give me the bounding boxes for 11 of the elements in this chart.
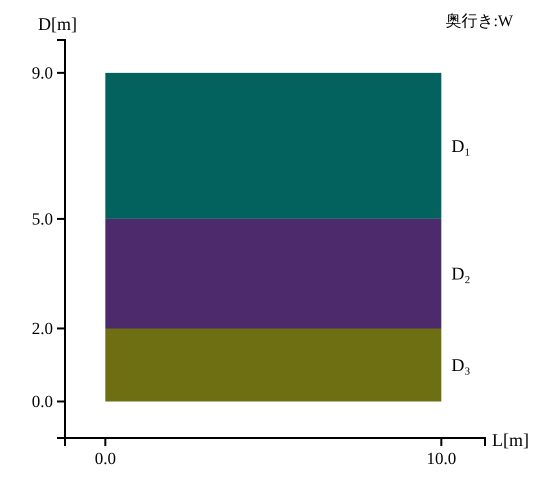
y-axis-title: D[m] <box>38 14 77 34</box>
chart-title: 奥行き:W <box>445 13 514 30</box>
y-tick-label: 5.0 <box>32 209 53 228</box>
y-tick-label: 2.0 <box>32 318 53 338</box>
x-axis-title: L[m] <box>492 430 529 450</box>
series-label: D₃ <box>451 354 471 375</box>
y-tick-label: 0.0 <box>32 392 53 411</box>
y-tick-label: 9.0 <box>32 63 53 82</box>
series-label: D₂ <box>451 264 471 284</box>
series-label: D₁ <box>451 136 471 156</box>
x-tick-label: 10.0 <box>426 449 456 468</box>
